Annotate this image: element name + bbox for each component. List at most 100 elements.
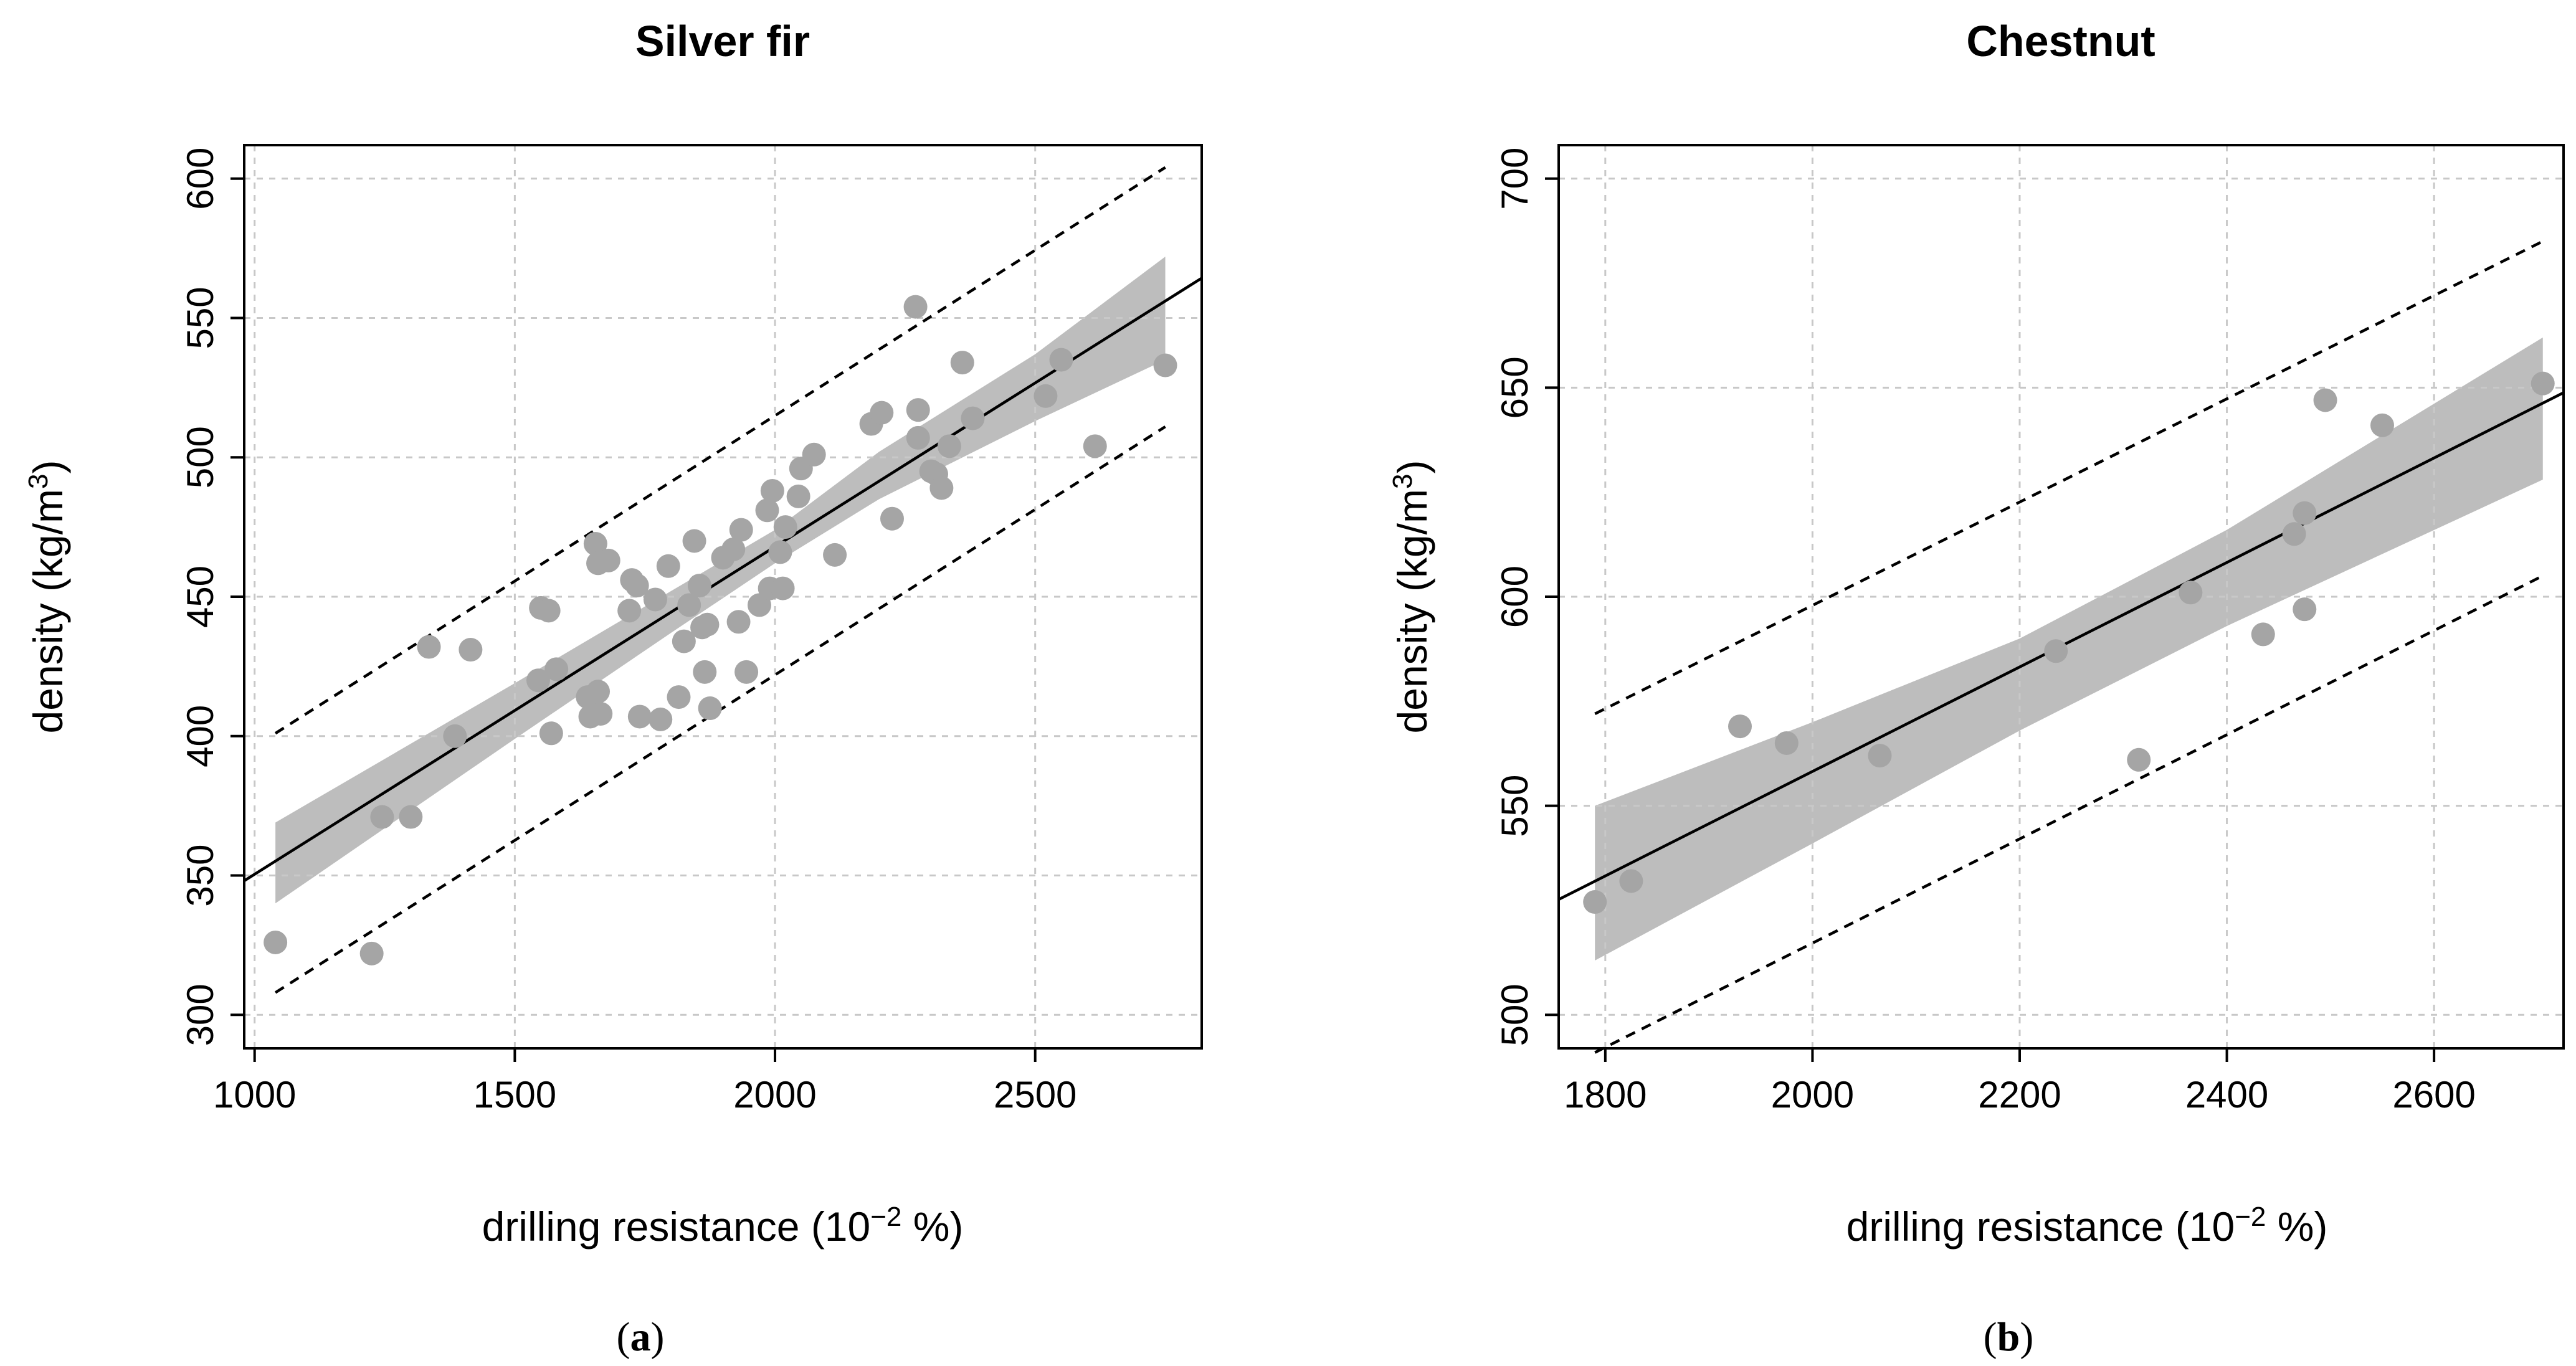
data-point <box>870 401 894 425</box>
y-tick-label: 600 <box>1494 566 1536 628</box>
data-point <box>617 599 642 623</box>
data-point <box>443 724 467 748</box>
data-point <box>627 704 652 729</box>
data-point <box>698 696 722 721</box>
y-axis-label: density (kg/m3) <box>1387 460 1436 734</box>
data-point <box>1728 714 1752 739</box>
data-point <box>1619 869 1643 893</box>
y-tick-label: 500 <box>179 426 221 488</box>
data-point <box>656 554 680 578</box>
data-point <box>359 941 384 965</box>
y-axis-label: density (kg/m3) <box>23 460 72 734</box>
y-tick-label: 550 <box>179 287 221 349</box>
data-point <box>682 529 706 553</box>
grid-layer <box>244 145 1202 1048</box>
data-point <box>721 537 746 561</box>
x-tick-label: 2400 <box>2185 1074 2268 1116</box>
panel-label: (a) <box>617 1314 665 1360</box>
data-point <box>2282 522 2306 546</box>
data-point <box>370 805 394 829</box>
x-tick-label: 2600 <box>2392 1074 2475 1116</box>
panel-chestnut: 1800 2000 2200 2400 2600 500 550 600 650 700 Ches… <box>1387 17 2565 1360</box>
data-point <box>1083 434 1107 458</box>
data-point <box>693 660 717 684</box>
x-tick-label: 2000 <box>733 1074 816 1116</box>
data-point <box>1153 353 1177 377</box>
y-tick-label: 350 <box>179 844 221 906</box>
data-point <box>643 587 667 612</box>
data-point <box>768 540 792 564</box>
data-point <box>950 351 974 375</box>
line-layer <box>243 166 1203 994</box>
chart-title: Chestnut <box>1966 17 2155 65</box>
data-point <box>786 484 810 508</box>
data-point <box>2251 622 2275 647</box>
x-axis-label: drilling resistance (10−2 %) <box>1846 1202 2328 1250</box>
point-layer <box>264 295 1177 965</box>
data-point <box>1774 731 1799 755</box>
data-point <box>687 574 711 598</box>
data-point <box>596 548 620 572</box>
x-tick-label: 2200 <box>1978 1074 2061 1116</box>
confidence-band-layer <box>1595 337 2543 961</box>
data-point <box>2293 597 2317 622</box>
y-axis-label-superscript: 3 <box>1387 474 1418 489</box>
prediction-upper-line <box>274 166 1166 735</box>
y-tick-label: 450 <box>179 566 221 628</box>
data-point <box>880 506 904 531</box>
prediction-upper-line <box>1594 240 2544 715</box>
data-point <box>903 295 928 319</box>
data-point <box>771 576 795 600</box>
data-point <box>2044 639 2068 663</box>
data-point <box>755 498 779 523</box>
data-point <box>2370 413 2394 437</box>
panel-label: (b) <box>1984 1314 2034 1360</box>
data-point <box>264 930 288 954</box>
data-point <box>726 610 751 634</box>
data-point <box>1583 890 1607 914</box>
y-tick-label: 650 <box>1494 356 1536 419</box>
data-point <box>459 638 483 662</box>
data-point <box>906 425 930 450</box>
data-point <box>961 406 985 430</box>
data-point <box>526 668 550 693</box>
tick-layer: 1800 2000 2200 2400 2600 500 550 600 650 700 <box>1494 148 2476 1116</box>
data-point <box>583 531 607 556</box>
data-point <box>539 721 563 746</box>
data-point <box>672 629 696 653</box>
x-tick-label: 1500 <box>473 1074 556 1116</box>
y-tick-label: 550 <box>1494 775 1536 837</box>
x-axis-label-superscript: −2 <box>2235 1202 2266 1232</box>
panel-silver-fir: 1000 1500 2000 2500 300 350 400 450 500 550 600 Si… <box>23 17 1203 1360</box>
y-tick-label: 400 <box>179 705 221 767</box>
data-point <box>586 680 611 704</box>
x-tick-label: 1000 <box>213 1074 296 1116</box>
y-axis-label-superscript: 3 <box>23 474 54 489</box>
data-point <box>589 701 613 726</box>
chart-title: Silver fir <box>635 17 810 65</box>
data-point <box>417 635 441 659</box>
point-layer <box>1583 371 2555 914</box>
x-tick-label: 2000 <box>1771 1074 1854 1116</box>
x-tick-label: 1800 <box>1564 1074 1647 1116</box>
data-point <box>937 434 961 458</box>
data-point <box>536 599 561 623</box>
data-point <box>1049 348 1073 372</box>
x-tick-label: 2500 <box>994 1074 1077 1116</box>
data-point <box>823 543 847 567</box>
data-point <box>695 612 720 637</box>
data-point <box>906 398 930 422</box>
data-point <box>667 685 691 709</box>
data-point <box>625 574 649 598</box>
data-point <box>734 660 759 684</box>
x-axis-label-superscript: −2 <box>870 1202 901 1232</box>
data-point <box>760 478 784 503</box>
x-axis-label: drilling resistance (10−2 %) <box>482 1202 964 1250</box>
data-point <box>1868 744 1892 768</box>
tick-layer: 1000 1500 2000 2500 300 350 400 450 500 550 600 <box>179 148 1077 1116</box>
y-tick-label: 600 <box>179 148 221 210</box>
data-point <box>2531 371 2555 396</box>
confidence-band <box>1595 337 2543 961</box>
data-point <box>1034 384 1058 408</box>
